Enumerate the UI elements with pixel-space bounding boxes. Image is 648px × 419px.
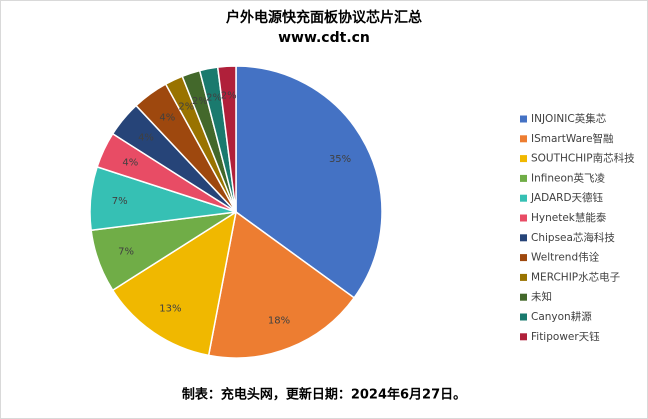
- chart-title: 户外电源快充面板协议芯片汇总: [226, 9, 422, 26]
- legend-label: Weltrend伟诠: [531, 251, 600, 264]
- legend-label: JADARD天德钰: [530, 191, 604, 204]
- legend-swatch: [520, 135, 527, 143]
- legend-swatch: [520, 155, 527, 163]
- data-label: 2%: [178, 101, 194, 112]
- legend-label: MERCHIP水芯电子: [531, 270, 620, 283]
- legend-label: INJOINIC英集芯: [531, 112, 606, 125]
- legend-swatch: [520, 234, 527, 242]
- data-label: 35%: [329, 154, 351, 165]
- legend-label: SOUTHCHIP南芯科技: [531, 152, 635, 165]
- data-label: 4%: [159, 113, 175, 124]
- legend-swatch: [520, 214, 527, 222]
- legend-label: 未知: [531, 290, 552, 303]
- pie-slice: [235, 65, 383, 299]
- data-label: 18%: [268, 316, 290, 327]
- chart-note: 制表：充电头网，更新日期：2024年6月27日。: [182, 387, 466, 403]
- legend-swatch: [520, 174, 527, 182]
- legend-label: Chipsea芯海科技: [531, 231, 615, 244]
- legend-swatch: [520, 293, 527, 301]
- legend-swatch: [520, 115, 527, 123]
- data-label: 4%: [122, 157, 138, 168]
- data-label: 4%: [138, 133, 154, 144]
- legend-swatch: [520, 273, 527, 281]
- pie-slice: [216, 65, 237, 213]
- data-label: 7%: [118, 247, 134, 258]
- legend-label: Hynetek慧能泰: [531, 211, 607, 224]
- pie-slice: [207, 210, 356, 359]
- data-label: 7%: [112, 196, 128, 207]
- pie-slice: [111, 210, 238, 357]
- chart-subtitle: www.cdt.cn: [278, 30, 370, 46]
- data-label: 2%: [206, 92, 222, 103]
- legend-label: Fitipower天钰: [531, 331, 600, 343]
- data-label: 2%: [192, 96, 208, 107]
- legend-swatch: [520, 194, 527, 202]
- legend-swatch: [520, 333, 527, 341]
- data-label: 2%: [221, 90, 237, 101]
- legend-swatch: [520, 313, 527, 321]
- legend-swatch: [520, 254, 527, 262]
- legend-label: Infineon英飞凌: [531, 171, 606, 184]
- data-label: 13%: [159, 304, 181, 315]
- legend-label: ISmartWare智融: [531, 132, 614, 145]
- legend-label: Canyon耕源: [531, 310, 592, 323]
